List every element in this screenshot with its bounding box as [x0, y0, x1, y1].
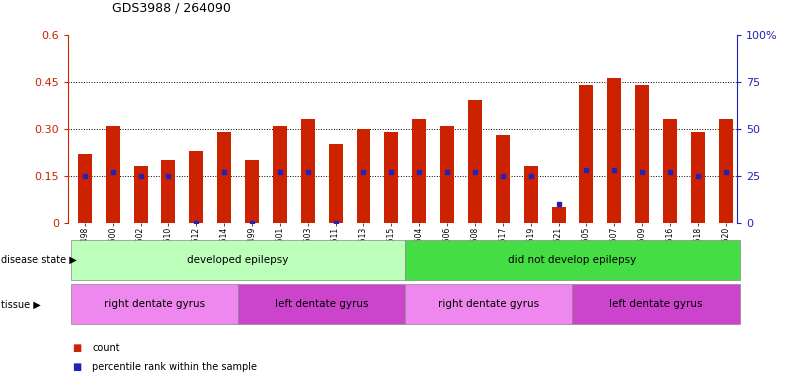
Bar: [245, 160, 259, 223]
Bar: [691, 132, 705, 223]
Bar: [413, 119, 426, 223]
Bar: [718, 119, 733, 223]
Text: ■: ■: [72, 343, 82, 353]
Text: disease state ▶: disease state ▶: [1, 255, 77, 265]
Text: developed epilepsy: developed epilepsy: [187, 255, 289, 265]
Bar: [162, 160, 175, 223]
Text: left dentate gyrus: left dentate gyrus: [610, 299, 702, 310]
Bar: [273, 126, 287, 223]
Bar: [384, 132, 398, 223]
Bar: [607, 78, 622, 223]
Bar: [301, 119, 315, 223]
Bar: [440, 126, 454, 223]
Text: right dentate gyrus: right dentate gyrus: [438, 299, 539, 310]
Text: GDS3988 / 264090: GDS3988 / 264090: [112, 2, 231, 15]
Bar: [328, 144, 343, 223]
Bar: [356, 129, 370, 223]
Text: right dentate gyrus: right dentate gyrus: [104, 299, 205, 310]
Bar: [496, 135, 509, 223]
Bar: [663, 119, 677, 223]
Text: ■: ■: [72, 362, 82, 372]
Bar: [579, 85, 594, 223]
Text: did not develop epilepsy: did not develop epilepsy: [509, 255, 637, 265]
Bar: [78, 154, 92, 223]
Bar: [468, 101, 482, 223]
Bar: [217, 132, 231, 223]
Bar: [524, 166, 537, 223]
Text: percentile rank within the sample: percentile rank within the sample: [92, 362, 257, 372]
Bar: [106, 126, 119, 223]
Bar: [635, 85, 649, 223]
Bar: [134, 166, 147, 223]
Text: left dentate gyrus: left dentate gyrus: [275, 299, 368, 310]
Bar: [552, 207, 566, 223]
Text: count: count: [92, 343, 119, 353]
Text: tissue ▶: tissue ▶: [1, 299, 41, 310]
Bar: [189, 151, 203, 223]
